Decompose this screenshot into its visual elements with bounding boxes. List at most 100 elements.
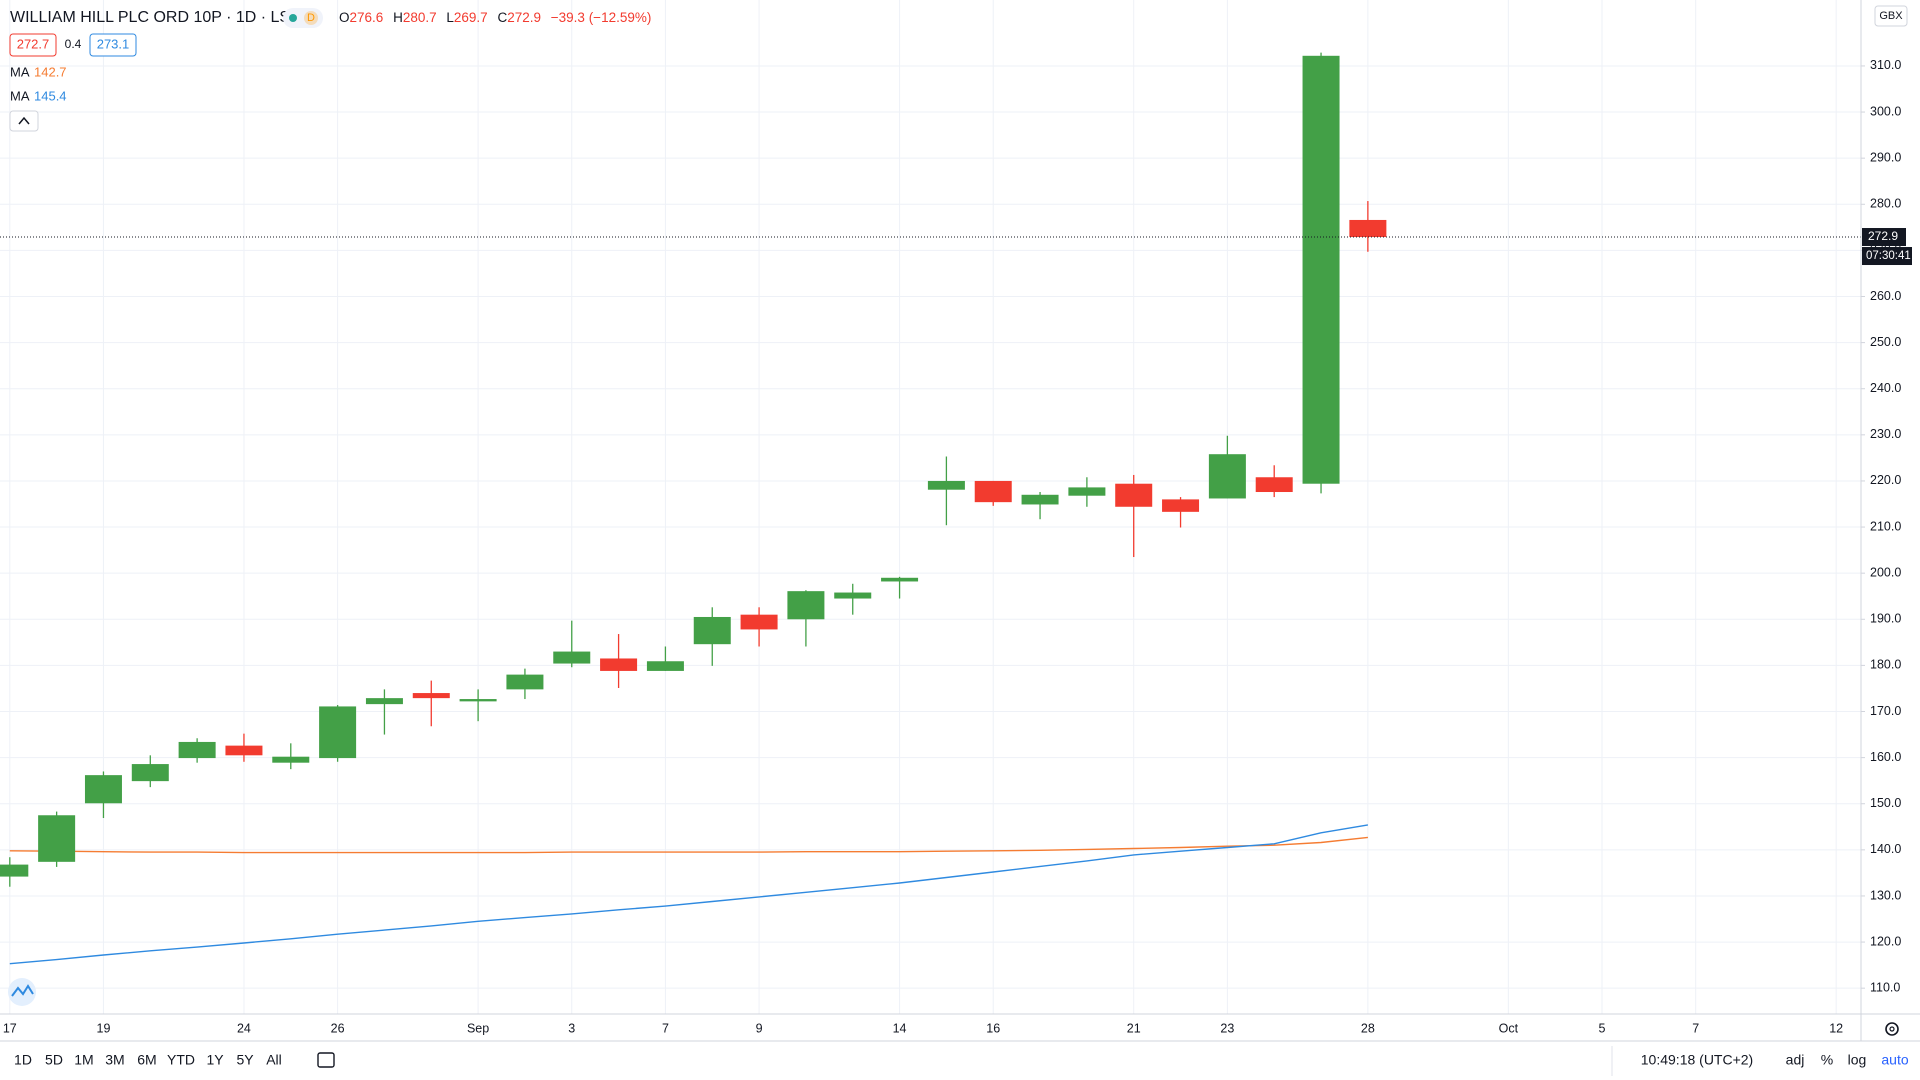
range-button[interactable]: 1Y	[206, 1052, 224, 1068]
settings-button[interactable]	[1885, 1022, 1899, 1036]
logo-icon	[11, 984, 34, 997]
x-tick-label: 9	[756, 1021, 763, 1035]
candle-body	[131, 764, 169, 782]
candle-body	[693, 616, 731, 645]
range-button[interactable]: 5Y	[236, 1052, 254, 1068]
y-tick-label: 250.0	[1870, 335, 1901, 349]
range-button[interactable]: 6M	[137, 1052, 156, 1068]
collapse-button[interactable]	[9, 110, 39, 132]
last-price-box	[1862, 228, 1906, 247]
y-tick-label: 120.0	[1870, 934, 1901, 948]
ma-legend-value: 142.7	[34, 64, 67, 79]
x-tick-label: 28	[1361, 1021, 1375, 1035]
toolbar: 10:49:18 (UTC+2) 1D 5D 1M 3M 6M YTD 1Y 5Y All adj…	[14, 1046, 1909, 1076]
x-tick-label: 7	[662, 1021, 669, 1035]
market-status-dot	[289, 14, 297, 22]
candle-body	[553, 651, 591, 664]
y-tick-label: 230.0	[1870, 427, 1901, 441]
ma-layer	[9, 824, 1369, 965]
candle-body	[974, 480, 1012, 503]
x-tick-label: 19	[97, 1021, 111, 1035]
y-tick-label: 170.0	[1870, 704, 1901, 718]
bid-box	[9, 33, 57, 57]
ma-legend-name: MA	[10, 88, 30, 103]
axis-layer: 110.0 120.0 130.0 140.0 150.0 160.0 170.0 180.0…	[0, 58, 1912, 1035]
range-button[interactable]: 1M	[74, 1052, 93, 1068]
x-tick-label: 23	[1220, 1021, 1234, 1035]
y-tick-label: 160.0	[1870, 750, 1901, 764]
y-tick-label: 180.0	[1870, 658, 1901, 672]
y-tick-label: 110.0	[1870, 980, 1900, 994]
candle-body	[787, 591, 825, 620]
currency-button[interactable]	[1874, 5, 1908, 27]
ohlc-label: C	[497, 10, 507, 25]
candle-body	[834, 592, 872, 599]
x-tick-label: Sep	[467, 1021, 489, 1035]
candle-body	[1068, 487, 1106, 496]
y-tick-label: 260.0	[1870, 289, 1901, 303]
y-tick-label: 310.0	[1870, 58, 1901, 72]
range-button[interactable]: YTD	[167, 1052, 195, 1068]
currency-label: GBX	[1879, 10, 1903, 22]
ma-legend-name: MA	[10, 64, 30, 79]
x-tick-label: 17	[3, 1021, 17, 1035]
status-pill	[283, 8, 323, 28]
candle-body	[459, 699, 497, 702]
candle-body	[365, 698, 403, 705]
badge-circle	[304, 11, 318, 25]
x-tick-label: 21	[1127, 1021, 1141, 1035]
ohlc-value: 269.7	[454, 10, 488, 25]
ohlc-value: 276.6	[350, 10, 384, 25]
x-tick-label: 5	[1599, 1021, 1606, 1035]
candle-body	[272, 756, 310, 763]
y-tick-label: 300.0	[1870, 104, 1901, 118]
candle-body	[1021, 494, 1059, 505]
y-tick-label: 130.0	[1870, 888, 1901, 902]
collapse-icon	[18, 116, 30, 125]
candle-body	[881, 577, 919, 582]
goto-date-button[interactable]	[317, 1052, 335, 1068]
clock: 10:49:18 (UTC+2)	[1641, 1052, 1753, 1068]
candle-body	[319, 706, 357, 759]
spread: 0.4	[65, 37, 82, 51]
x-tick-label: 7	[1692, 1021, 1699, 1035]
range-button[interactable]: 5D	[45, 1052, 63, 1068]
x-tick-label: 14	[893, 1021, 907, 1035]
ohlc-value: 280.7	[403, 10, 437, 25]
range-button[interactable]: 1D	[14, 1052, 32, 1068]
ohlc-legend: O276.6 H280.7 L269.7 C272.9 −39.3 (−12.5…	[339, 10, 651, 25]
bid-price: 272.7	[17, 36, 50, 51]
candle-body	[740, 614, 778, 630]
y-tick-label: 220.0	[1870, 473, 1901, 487]
x-tick-label: 12	[1829, 1021, 1843, 1035]
range-button[interactable]: All	[266, 1052, 282, 1068]
grid-layer	[0, 0, 1861, 1014]
candle-body	[0, 864, 29, 877]
candle-body	[225, 745, 263, 756]
scale-option[interactable]: auto	[1881, 1052, 1908, 1068]
scale-option[interactable]: adj	[1786, 1052, 1805, 1068]
range-button[interactable]: 3M	[105, 1052, 124, 1068]
y-tick-label: 200.0	[1870, 565, 1901, 579]
candle-body	[1349, 219, 1387, 238]
y-tick-label: 190.0	[1870, 612, 1901, 626]
y-tick-label: 210.0	[1870, 519, 1901, 533]
scale-option[interactable]: log	[1848, 1052, 1867, 1068]
candle-body	[646, 661, 684, 671]
change: −39.3 (−12.59%)	[551, 10, 652, 25]
scale-option[interactable]: %	[1821, 1052, 1833, 1068]
candle-body	[84, 775, 122, 804]
candle-body	[1115, 483, 1153, 507]
candle-body	[1255, 477, 1293, 493]
ohlc-value: 272.9	[507, 10, 541, 25]
header: WILLIAM HILL PLC ORD 10P · 1D · LSE D O2…	[9, 8, 651, 132]
ohlc-label: L	[446, 10, 454, 25]
ohlc-label: H	[393, 10, 403, 25]
symbol-title: WILLIAM HILL PLC ORD 10P · 1D · LSE	[10, 9, 301, 26]
candle-body	[38, 815, 76, 862]
candle-body	[1208, 454, 1246, 499]
countdown-box	[1862, 247, 1912, 266]
ma-line	[9, 836, 1368, 854]
